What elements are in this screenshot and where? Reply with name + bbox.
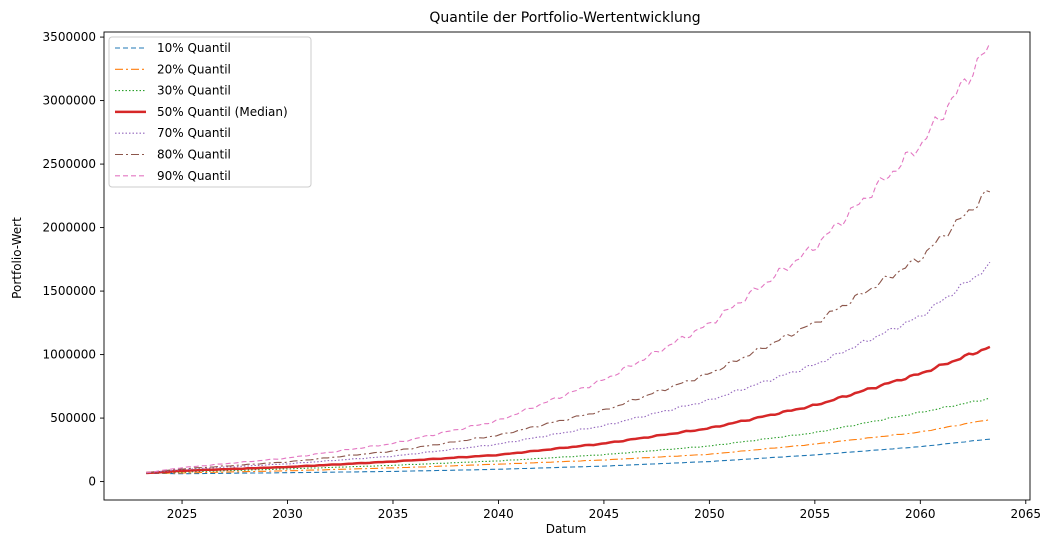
x-axis-label: Datum <box>546 522 587 536</box>
y-tick-label: 500000 <box>50 411 96 425</box>
x-tick-label: 2030 <box>272 507 303 521</box>
series-line-4 <box>146 345 991 475</box>
y-tick-label: 2500000 <box>43 157 96 171</box>
chart-title: Quantile der Portfolio-Wertentwicklung <box>429 10 700 26</box>
y-tick-label: 2000000 <box>43 221 96 235</box>
series-line-7 <box>146 42 991 474</box>
plot-area <box>146 42 991 475</box>
x-tick-label: 2050 <box>694 507 725 521</box>
x-tick-label: 2055 <box>800 507 831 521</box>
legend-label: 10% Quantil <box>157 41 231 55</box>
series-line-1 <box>146 438 990 475</box>
y-tick-label: 3000000 <box>43 94 96 108</box>
legend-label: 50% Quantil (Median) <box>157 105 288 119</box>
x-tick-label: 2035 <box>378 507 409 521</box>
legend-label: 70% Quantil <box>157 126 231 140</box>
x-tick-label: 2065 <box>1011 507 1042 521</box>
series-line-3 <box>146 397 991 474</box>
series-line-5 <box>146 261 991 474</box>
y-tick-label: 1000000 <box>43 348 96 362</box>
x-tick-label: 2060 <box>905 507 936 521</box>
axes: 2025 2030 2035 2040 2045 2050 2055 2060 2065 0 500… <box>43 30 1042 521</box>
y-tick-label: 1500000 <box>43 284 96 298</box>
series-line-2 <box>146 418 991 474</box>
legend-label: 90% Quantil <box>157 169 231 183</box>
x-tick-label: 2025 <box>167 507 198 521</box>
legend-label: 20% Quantil <box>157 62 231 76</box>
series-line-6 <box>146 189 991 474</box>
x-tick-label: 2040 <box>483 507 514 521</box>
y-axis-label: Portfolio-Wert <box>10 217 24 299</box>
legend: 10% Quantil 20% Quantil 30% Quantil 50% Qua… <box>108 36 312 188</box>
x-tick-label: 2045 <box>589 507 620 521</box>
y-tick-label: 3500000 <box>43 30 96 44</box>
plot-frame <box>103 31 1031 501</box>
y-tick-label: 0 <box>88 475 96 489</box>
legend-label: 80% Quantil <box>157 148 231 162</box>
legend-label: 30% Quantil <box>157 84 231 98</box>
legend-box <box>108 36 312 188</box>
